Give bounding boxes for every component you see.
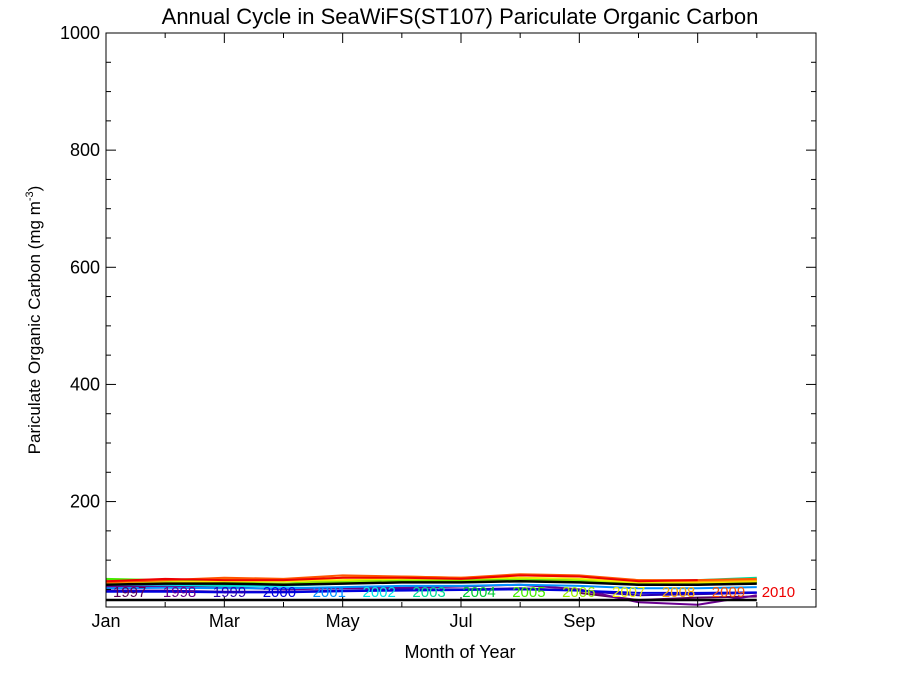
y-tick-label: 400 [70,374,100,394]
x-tick-label: Nov [682,611,714,631]
y-axis-label-sup: -3 [24,191,36,201]
y-tick-label: 600 [70,257,100,277]
legend-label-1998: 1998 [163,584,196,601]
x-tick-label: Jan [91,611,120,631]
legend-label-2009: 2009 [712,584,745,601]
legend: 1997 1998 1999 2000 2001 2002 2003 2004 2005 2006… [113,584,795,601]
legend-label-2010: 2010 [762,584,795,601]
legend-label-2007: 2007 [612,584,645,601]
x-tick-label: May [326,611,360,631]
legend-label-2004: 2004 [462,584,495,601]
y-tick-label: 1000 [60,23,100,43]
chart-title: Annual Cycle in SeaWiFS(ST107) Pariculat… [162,4,759,29]
legend-label-2005: 2005 [512,584,545,601]
legend-label-2002: 2002 [363,584,396,601]
y-tick-label: 800 [70,140,100,160]
series-line-1998 [105,583,757,606]
series-line-2001 [105,583,757,590]
plot-frame [105,32,817,608]
x-tick-label: Jul [449,611,472,631]
x-tick-label: Sep [563,611,595,631]
legend-label-2001: 2001 [313,584,346,601]
series-line-2000 [106,588,757,594]
plot-lines [105,573,757,606]
y-axis-label: Pariculate Organic Carbon (mg m-3) [24,186,44,455]
legend-label-2003: 2003 [412,584,445,601]
legend-label-2000: 2000 [263,584,296,601]
y-axis-label-close: ) [25,186,44,192]
y-axis-label-main: Pariculate Organic Carbon (mg m [25,201,44,454]
axes: 200 400 600 800 1000 Jan Mar May Jul Sep Nov [60,23,817,631]
legend-label-2008: 2008 [662,584,695,601]
x-axis-label: Month of Year [404,642,515,662]
legend-label-1997: 1997 [113,584,146,601]
legend-label-2006: 2006 [562,584,595,601]
y-tick-label: 200 [70,492,100,512]
x-tick-label: Mar [209,611,240,631]
series-line-2010 [105,574,698,583]
legend-label-1999: 1999 [213,584,246,601]
series-line-ref-14 [105,579,757,586]
